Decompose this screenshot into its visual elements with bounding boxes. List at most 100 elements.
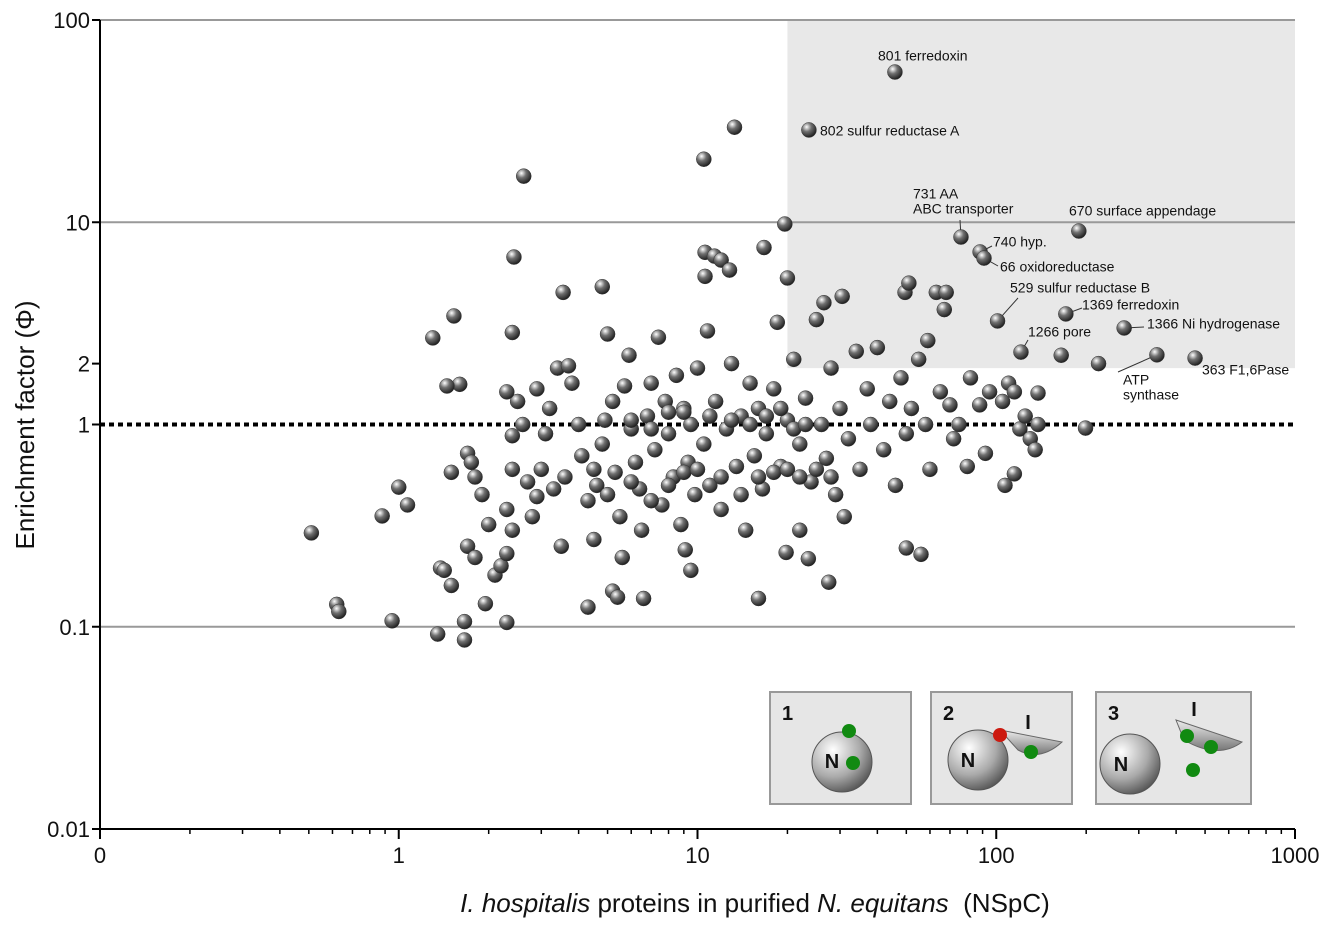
data-point [545, 481, 562, 497]
data-point [823, 469, 839, 485]
data-point [647, 442, 663, 458]
data-point [643, 492, 659, 509]
inset-1: 1 N [769, 691, 912, 805]
data-point [331, 603, 347, 620]
data-point [623, 412, 639, 428]
annotation-label: 66 oxidoreductase [1000, 259, 1115, 275]
protein-dot [1024, 745, 1038, 759]
data-point [713, 469, 729, 485]
data-point [533, 461, 550, 478]
data-point [723, 412, 740, 428]
annotated-point [1149, 347, 1165, 363]
data-point [766, 381, 782, 397]
data-point [514, 416, 531, 433]
data-point [816, 294, 832, 311]
data-point [917, 416, 934, 433]
y-tick-label: 100 [53, 8, 90, 33]
data-point [813, 416, 830, 433]
data-point [901, 275, 917, 291]
data-point [779, 461, 796, 478]
cell-label: I [1191, 699, 1197, 721]
data-point [676, 464, 692, 481]
data-point [713, 252, 729, 268]
annotated-point [801, 122, 817, 138]
data-point [643, 375, 659, 391]
data-point [997, 477, 1013, 494]
data-point [588, 477, 605, 494]
data-point [792, 436, 808, 452]
data-point [607, 464, 623, 481]
data-point [942, 397, 958, 413]
data-point [766, 464, 782, 481]
annotation-label: 1266 pore [1028, 324, 1091, 340]
data-point [519, 474, 536, 490]
data-point [586, 461, 602, 478]
data-point [676, 404, 692, 420]
data-point [887, 477, 904, 494]
data-point [893, 370, 909, 386]
data-point [971, 397, 988, 413]
data-point [504, 324, 521, 341]
data-point [1053, 347, 1069, 363]
data-point [599, 326, 616, 342]
data-point [463, 454, 480, 471]
data-point [945, 431, 962, 447]
data-point [594, 436, 611, 452]
data-point [557, 469, 573, 485]
data-point [1006, 384, 1023, 400]
data-point [932, 384, 949, 400]
data-point [599, 486, 616, 503]
data-point [564, 375, 580, 391]
data-point [374, 508, 390, 524]
x-tick-label: 100 [978, 843, 1015, 868]
data-point [689, 360, 706, 376]
annotated-point [976, 250, 992, 266]
data-point [574, 448, 590, 464]
nucleus [1099, 733, 1161, 795]
data-point [862, 416, 879, 433]
y-tick-label: 10 [66, 210, 90, 235]
data-point [429, 626, 446, 642]
data-point [689, 461, 706, 478]
annotated-point [1116, 320, 1132, 336]
data-point [808, 461, 825, 478]
data-point [875, 442, 892, 458]
data-point [910, 351, 927, 368]
data-point [938, 284, 954, 301]
data-point [580, 492, 596, 509]
data-point [456, 632, 473, 648]
data-point [797, 416, 814, 433]
data-point [697, 268, 713, 285]
protein-dot [842, 724, 856, 738]
nucleus-label: N [1114, 754, 1128, 776]
data-point [580, 599, 596, 615]
data-point [800, 550, 817, 567]
data-point [623, 474, 639, 490]
data-point [823, 360, 839, 376]
data-point [683, 562, 699, 579]
protein-dot [1204, 740, 1218, 754]
data-point [643, 421, 659, 437]
y-tick-label: 0.1 [59, 615, 90, 640]
data-point [504, 427, 521, 444]
data-point [913, 546, 929, 563]
data-point [981, 384, 998, 400]
data-point [786, 351, 802, 368]
data-point [808, 311, 825, 328]
data-point [509, 393, 526, 410]
data-point [898, 540, 915, 556]
data-point [303, 525, 320, 541]
data-point [821, 574, 837, 590]
data-point [614, 549, 631, 566]
x-label-part: proteins in purified [590, 888, 817, 918]
data-point [660, 477, 677, 494]
data-point [467, 469, 483, 485]
data-point [726, 119, 743, 135]
protein-dot [993, 728, 1007, 742]
data-point [456, 613, 473, 630]
data-point [480, 516, 497, 533]
data-point [1090, 355, 1107, 372]
data-point [936, 301, 953, 318]
data-point [733, 486, 749, 503]
nucleus [811, 731, 873, 793]
